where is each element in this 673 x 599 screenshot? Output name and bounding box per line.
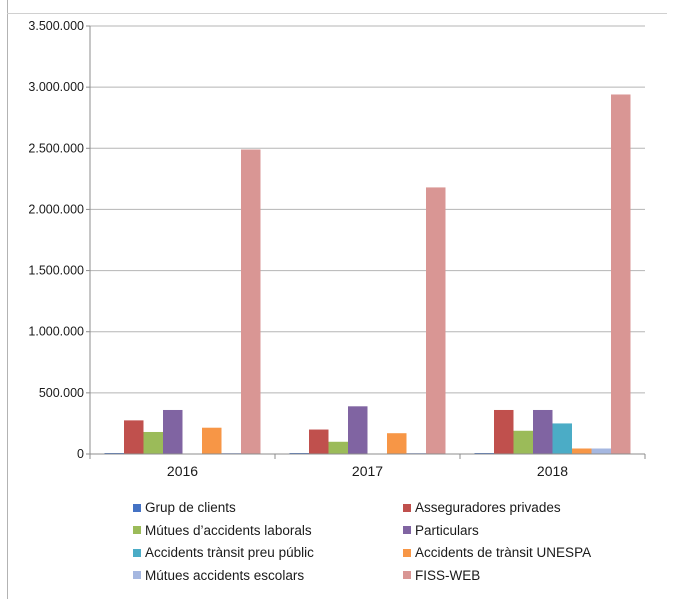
- bar-m-tues-d-accidents-laborals-2017: [328, 441, 348, 454]
- legend-swatch: [403, 526, 411, 534]
- bar-accidents-de-tr-nsit-unespa-2018: [572, 448, 592, 454]
- legend-label: Mútues accidents escolars: [145, 567, 305, 583]
- x-axis-tick-labels: 2016 2017 2018: [167, 463, 568, 479]
- x-tick-label: 2016: [167, 463, 198, 479]
- legend-label: Mútues d’accidents laborals: [145, 522, 312, 538]
- bar-fiss-web-2018: [611, 94, 631, 454]
- frame-left-border: [7, 0, 8, 599]
- legend-item: Accidents de trànsit UNESPA: [403, 545, 591, 560]
- bar-m-tues-d-accidents-laborals-2016: [143, 431, 163, 454]
- bar-asseguradores-privades-2018: [494, 409, 514, 454]
- legend-swatch: [133, 571, 141, 579]
- frame-top-border: [7, 13, 667, 14]
- bar-fiss-web-2016: [241, 149, 261, 454]
- gridlines: [86, 25, 645, 455]
- x-tick-label: 2018: [537, 463, 568, 479]
- legend-swatch: [403, 548, 411, 557]
- y-axis-tick-labels: 0 500.000 1.000.000 1.500.000 2.000.000 2.500…: [28, 19, 84, 461]
- bar-particulars-2017: [348, 406, 368, 454]
- y-tick-label: 1.000.000: [28, 325, 84, 339]
- legend-item: FISS-WEB: [403, 568, 480, 583]
- bar-asseguradores-privades-2017: [309, 429, 329, 454]
- legend-label: Accidents de trànsit UNESPA: [415, 545, 592, 560]
- bar-particulars-2018: [533, 409, 553, 454]
- legend-item: Particulars: [403, 523, 479, 538]
- legend-label: Particulars: [415, 522, 479, 538]
- legend-label: Grup de clients: [145, 500, 236, 515]
- y-tick-label: 1.500.000: [28, 264, 84, 278]
- y-tick-label: 3.500.000: [28, 19, 84, 33]
- bar-m-tues-d-accidents-laborals-2018: [513, 430, 533, 454]
- legend-swatch: [133, 503, 141, 512]
- legend-item: Grup de clients: [133, 500, 236, 515]
- bar-accidents-de-tr-nsit-unespa-2017: [387, 433, 407, 454]
- legend-item: Mútues accidents escolars: [133, 568, 304, 583]
- legend-swatch: [403, 571, 411, 579]
- x-tick-label: 2017: [352, 463, 383, 479]
- y-tick-label: 2.500.000: [28, 141, 84, 155]
- bar-accidents-de-tr-nsit-unespa-2016: [202, 427, 222, 454]
- bar-accidents-tr-nsit-preu-p-blic-2018: [552, 423, 572, 454]
- legend-swatch: [133, 526, 141, 534]
- legend-label: Asseguradores privades: [415, 500, 561, 515]
- y-tick-label: 2.000.000: [28, 202, 84, 216]
- legend-item: Asseguradores privades: [403, 500, 561, 515]
- bar-particulars-2016: [163, 409, 183, 454]
- bar-asseguradores-privades-2016: [124, 420, 144, 454]
- axes: [89, 26, 646, 459]
- legend-item: Mútues d’accidents laborals: [133, 523, 312, 538]
- legend-label: Accidents trànsit preu públic: [145, 545, 314, 560]
- legend-swatch: [133, 548, 141, 557]
- y-tick-label: 500.000: [39, 386, 84, 400]
- y-tick-label: 0: [77, 447, 84, 461]
- y-tick-label: 3.000.000: [28, 80, 84, 94]
- bar-fiss-web-2017: [426, 187, 446, 454]
- legend-label: FISS-WEB: [415, 567, 481, 583]
- bar-m-tues-accidents-escolars-2018: [591, 448, 611, 454]
- legend-item: Accidents trànsit preu públic: [133, 545, 314, 560]
- legend-swatch: [403, 503, 411, 512]
